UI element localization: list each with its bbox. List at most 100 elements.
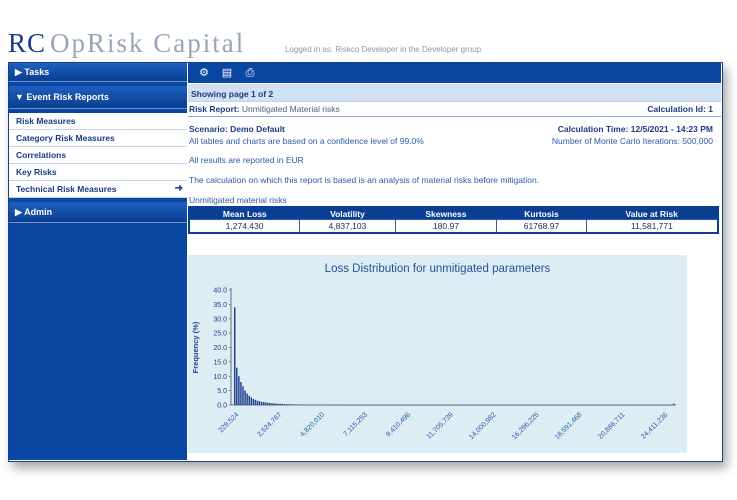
chart-bar bbox=[240, 382, 242, 405]
y-tick-label: 30.0 bbox=[213, 316, 227, 323]
x-tick-label: 7,115,253 bbox=[343, 411, 370, 438]
x-tick-label: 11,705,739 bbox=[426, 411, 455, 440]
chart-bar bbox=[242, 386, 244, 405]
chart-bar bbox=[244, 390, 246, 405]
cell-kurtosis: 61768.97 bbox=[496, 219, 587, 234]
arrow-right-icon: ➜ bbox=[174, 183, 183, 194]
logo-rc: RC bbox=[8, 28, 47, 58]
sidebar-item-category-risk-measures[interactable]: Category Risk Measures bbox=[9, 130, 187, 147]
calculation-time: Calculation Time: 12/5/2021 - 14:23 PM bbox=[557, 124, 713, 134]
divider bbox=[188, 116, 721, 117]
cell-value-at-risk: 11,581,771 bbox=[585, 219, 719, 234]
chart-bar bbox=[258, 401, 261, 405]
currency-note: All results are reported in EUR bbox=[189, 155, 304, 165]
y-tick-label: 15.0 bbox=[213, 359, 227, 366]
chart-bar bbox=[260, 401, 263, 405]
logo-text: OpRisk Capital bbox=[50, 28, 246, 58]
sidebar-item-label: Technical Risk Measures bbox=[16, 184, 117, 194]
chart-bar bbox=[285, 404, 288, 405]
sidebar-event-risk-reports[interactable]: ▼ Event Risk Reports bbox=[9, 86, 187, 109]
x-tick-label: 20,886,711 bbox=[597, 411, 626, 440]
report-title-label: Risk Report: bbox=[189, 104, 240, 114]
y-tick-label: 35.0 bbox=[213, 302, 227, 309]
chart-bar bbox=[287, 404, 290, 405]
print-icon[interactable]: ⎙ bbox=[245, 67, 255, 79]
chart-title: Loss Distribution for unmitigated parame… bbox=[325, 263, 551, 275]
chart-bar bbox=[672, 403, 675, 405]
chart-bar bbox=[248, 395, 250, 405]
gear-icon[interactable]: ⚙ bbox=[199, 67, 209, 79]
chart-bar bbox=[289, 404, 292, 405]
chart-bar bbox=[234, 307, 236, 405]
y-tick-label: 25.0 bbox=[213, 331, 227, 338]
loss-distribution-chart: Loss Distribution for unmitigated parame… bbox=[188, 255, 687, 453]
chart-bar bbox=[271, 403, 273, 405]
monte-carlo-iterations: Number of Monte Carlo Iterations: 500,00… bbox=[551, 136, 713, 146]
col-kurtosis: Kurtosis bbox=[496, 207, 587, 220]
login-status: Logged in as: Riskco Developer in the De… bbox=[285, 45, 482, 54]
chart-bar bbox=[265, 402, 267, 405]
pager-text: Showing page 1 of 2 bbox=[191, 89, 274, 99]
col-value-at-risk: Value at Risk bbox=[586, 207, 718, 220]
y-tick-label: 10.0 bbox=[213, 374, 227, 381]
chart-bar bbox=[277, 403, 279, 405]
y-axis-label: Frequency (%) bbox=[191, 321, 200, 373]
sidebar-report-list: Risk Measures Category Risk Measures Cor… bbox=[9, 113, 187, 198]
chart-bar bbox=[236, 367, 238, 405]
x-tick-label: 14,000,982 bbox=[468, 411, 498, 441]
chart-bar bbox=[279, 403, 281, 405]
chart-bar bbox=[283, 404, 286, 405]
confidence-note: All tables and charts are based on a con… bbox=[189, 136, 424, 146]
col-skewness: Skewness bbox=[395, 207, 497, 220]
x-tick-label: 9,410,496 bbox=[385, 411, 412, 438]
report-title-value: Unmitigated Material risks bbox=[241, 104, 340, 114]
y-tick-label: 5.0 bbox=[217, 388, 227, 395]
sidebar-tasks[interactable]: ▶ Tasks bbox=[9, 63, 187, 82]
toolbar: ⚙ ▤ ⎙ bbox=[188, 63, 721, 83]
cell-volatility: 4,837,103 bbox=[299, 219, 396, 234]
scenario: Scenario: Demo Default bbox=[189, 124, 285, 134]
y-tick-label: 40.0 bbox=[213, 288, 227, 295]
risk-stats-table: Mean Loss Volatility Skewness Kurtosis V… bbox=[188, 206, 719, 234]
sidebar-item-correlations[interactable]: Correlations bbox=[9, 147, 187, 164]
chart-svg: Loss Distribution for unmitigated parame… bbox=[191, 263, 676, 441]
document-icon[interactable]: ▤ bbox=[221, 67, 233, 79]
pager-bar: Showing page 1 of 2 bbox=[188, 84, 721, 102]
description-note: The calculation on which this report is … bbox=[189, 175, 540, 185]
chart-bar bbox=[291, 404, 294, 405]
chart-bar bbox=[267, 402, 269, 405]
chart-bar bbox=[250, 397, 253, 405]
sidebar: ▶ Tasks ▼ Event Risk Reports Risk Measur… bbox=[9, 63, 187, 460]
chart-bar bbox=[254, 399, 257, 405]
chart-bar bbox=[294, 404, 296, 405]
table-caption: Unmitigated material risks bbox=[189, 195, 287, 205]
chart-bar bbox=[275, 403, 277, 405]
chart-bar bbox=[256, 400, 259, 405]
x-tick-label: 24,411,236 bbox=[640, 411, 669, 440]
chart-bar bbox=[238, 376, 240, 405]
chart-bar bbox=[252, 398, 255, 405]
y-tick-label: 20.0 bbox=[213, 345, 227, 352]
x-tick-label: 4,820,010 bbox=[299, 411, 326, 438]
sidebar-item-technical-risk-measures[interactable]: Technical Risk Measures ➜ bbox=[9, 181, 187, 198]
x-tick-label: 229,524 bbox=[218, 411, 241, 434]
sidebar-item-key-risks[interactable]: Key Risks bbox=[9, 164, 187, 181]
chart-bar bbox=[262, 402, 265, 405]
y-tick-label: 0.0 bbox=[217, 403, 227, 410]
cell-mean-loss: 1,274,430 bbox=[188, 219, 301, 234]
x-tick-label: 16,296,225 bbox=[511, 411, 541, 441]
app-logo: RC OpRisk Capital bbox=[8, 28, 245, 58]
sidebar-item-risk-measures[interactable]: Risk Measures bbox=[9, 113, 187, 130]
chart-bar bbox=[273, 403, 275, 405]
x-tick-label: 18,591,468 bbox=[554, 411, 584, 441]
sidebar-admin[interactable]: ▶ Admin bbox=[9, 202, 187, 223]
chart-bar bbox=[246, 393, 248, 405]
report-content: Risk Report: Unmitigated Material risks … bbox=[188, 102, 721, 460]
x-tick-label: 2,524,767 bbox=[256, 411, 283, 438]
calculation-id: Calculation Id: 1 bbox=[647, 104, 713, 114]
chart-bar bbox=[269, 402, 271, 405]
chart-bar bbox=[281, 403, 284, 405]
cell-skewness: 180.97 bbox=[394, 219, 498, 234]
col-volatility: Volatility bbox=[299, 207, 396, 220]
col-mean-loss: Mean Loss bbox=[189, 207, 300, 220]
